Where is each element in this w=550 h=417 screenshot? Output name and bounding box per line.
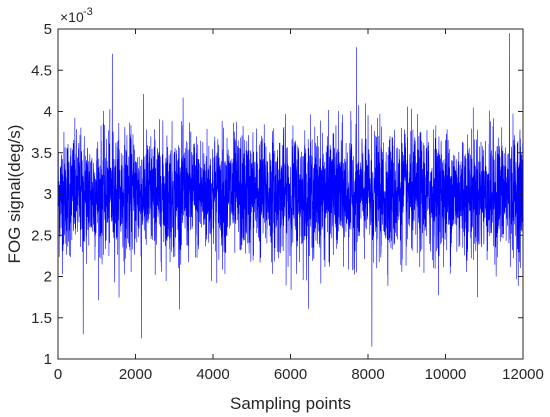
series-layer xyxy=(57,33,524,347)
x-axis-label: Sampling points xyxy=(230,394,351,413)
y-tick-label: 3 xyxy=(44,186,52,203)
y-tick-label: 4.5 xyxy=(31,62,52,79)
x-tick-label: 12000 xyxy=(502,366,544,383)
y-tick-label: 2.5 xyxy=(31,227,52,244)
x-tick-label: 4000 xyxy=(196,366,229,383)
y-axis-label: FOG signal(deg/s) xyxy=(5,125,24,264)
x-tick-label: 2000 xyxy=(119,366,152,383)
x-tick-label: 0 xyxy=(54,366,62,383)
y-tick-label: 1 xyxy=(44,351,52,368)
x-tick-label: 10000 xyxy=(425,366,467,383)
x-tick-label: 8000 xyxy=(351,366,384,383)
y-axis-ticks: 1 1.5 2 2.5 3 3.5 4 4.5 5 xyxy=(31,21,523,368)
y-tick-label: 4 xyxy=(44,104,52,121)
y-scale-exponent: ×10 -3 xyxy=(60,6,93,25)
y-tick-label: 1.5 xyxy=(31,310,52,327)
signal-series-line xyxy=(57,33,524,347)
y-tick-label: 5 xyxy=(44,21,52,38)
y-scale-power: -3 xyxy=(83,6,93,18)
x-tick-label: 6000 xyxy=(274,366,307,383)
y-tick-label: 2 xyxy=(44,269,52,286)
y-tick-label: 3.5 xyxy=(31,145,52,162)
y-scale-multiplier: ×10 xyxy=(60,9,84,25)
x-axis-ticks: 0 2000 4000 6000 8000 10000 12000 xyxy=(54,29,544,383)
